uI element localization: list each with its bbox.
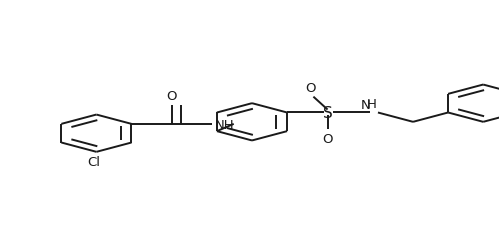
Text: Cl: Cl xyxy=(88,155,100,168)
Text: S: S xyxy=(323,106,333,121)
Text: NH: NH xyxy=(215,118,234,131)
Text: N: N xyxy=(361,99,371,112)
Text: O: O xyxy=(323,132,333,145)
Text: O: O xyxy=(167,90,177,103)
Text: H: H xyxy=(367,98,377,111)
Text: O: O xyxy=(306,82,316,95)
